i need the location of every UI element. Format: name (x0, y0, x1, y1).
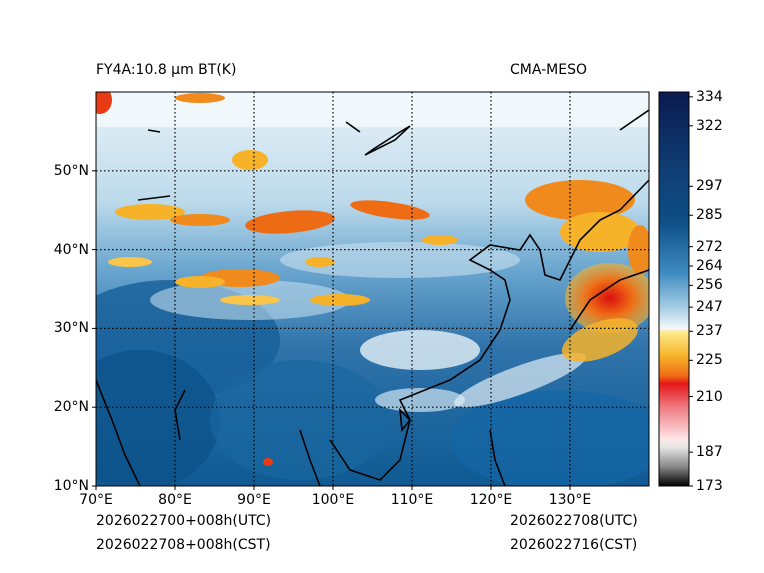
colorbar-label-247: 247 (696, 299, 723, 316)
lon-label-90: 90°E (237, 492, 271, 508)
lat-label-40: 40°N (53, 241, 89, 258)
colorbar (659, 92, 689, 486)
lat-label-50: 50°N (53, 162, 89, 179)
colorbar-label-264: 264 (696, 258, 723, 275)
lon-label-130: 130°E (548, 492, 592, 508)
lon-label-120: 120°E (469, 492, 513, 508)
colorbar-label-334: 334 (696, 88, 723, 105)
graticule (92, 92, 649, 490)
colorbar-label-210: 210 (696, 388, 723, 405)
colorbar-label-256: 256 (696, 277, 723, 294)
lon-label-80: 80°E (158, 492, 192, 508)
colorbar-frame (658, 91, 690, 487)
init-time-utc: 2026022700+008h(UTC) (96, 513, 272, 529)
chart-title: FY4A:10.8 µm BT(K) (96, 62, 237, 78)
lon-label-110: 110°E (390, 492, 434, 508)
colorbar-label-285: 285 (696, 207, 723, 224)
colorbar-label-173: 173 (696, 478, 723, 494)
colorbar-label-272: 272 (696, 238, 723, 255)
map-frame (95, 91, 650, 487)
colorbar-label-225: 225 (696, 352, 723, 369)
colorbar-tick-marks (689, 96, 693, 487)
colorbar-label-187: 187 (696, 444, 723, 461)
valid-time-cst: 2026022716(CST) (510, 537, 638, 553)
lon-label-100: 100°E (311, 492, 355, 508)
lon-label-70: 70°E (79, 492, 113, 508)
brightness-temperature-field (96, 92, 649, 486)
lat-label-20: 20°N (53, 399, 89, 416)
colorbar-label-322: 322 (696, 117, 723, 134)
colorbar-label-297: 297 (696, 178, 723, 195)
valid-time-utc: 2026022708(UTC) (510, 513, 638, 529)
model-label: CMA-MESO (510, 62, 588, 78)
init-time-cst: 2026022708+008h(CST) (96, 537, 271, 553)
colorbar-label-237: 237 (696, 323, 723, 340)
lat-label-10: 10°N (53, 478, 89, 494)
lat-label-30: 30°N (53, 320, 89, 337)
